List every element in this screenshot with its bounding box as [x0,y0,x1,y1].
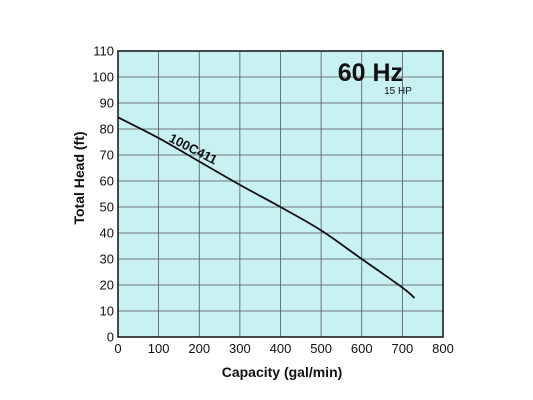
plot-frame [117,50,444,338]
y-tick-label: 70 [100,148,114,163]
x-tick-label: 0 [114,341,121,356]
x-tick-label: 600 [351,341,373,356]
x-tick-label: 800 [432,341,454,356]
y-tick-label: 110 [93,44,114,59]
y-tick-label: 20 [100,278,114,293]
y-axis-title: Total Head (ft) [71,131,87,224]
pump-curve-line [117,116,416,299]
y-tick-label: 50 [100,200,114,215]
x-tick-label: 200 [188,341,210,356]
x-tick-label: 100 [148,341,170,356]
y-tick-label: 80 [100,122,114,137]
y-tick-label: 60 [100,174,114,189]
y-tick-label: 90 [100,96,114,111]
y-tick-label: 10 [100,304,114,319]
x-tick-label: 300 [229,341,251,356]
x-tick-label: 700 [392,341,414,356]
x-tick-label: 500 [310,341,332,356]
y-tick-labels: 0 10 20 30 40 50 60 70 80 90 100 110 [92,44,114,345]
y-tick-label: 30 [100,252,114,267]
frequency-label: 60 Hz [338,59,403,87]
y-tick-label: 100 [92,70,114,85]
horsepower-label: 15 HP [384,86,412,97]
x-tick-label: 400 [270,341,292,356]
x-axis-title: Capacity (gal/min) [222,364,343,380]
y-tick-label: 40 [100,226,114,241]
y-tick-label: 0 [107,330,114,345]
x-tick-labels: 0 100 200 300 400 500 600 700 800 [114,341,453,356]
